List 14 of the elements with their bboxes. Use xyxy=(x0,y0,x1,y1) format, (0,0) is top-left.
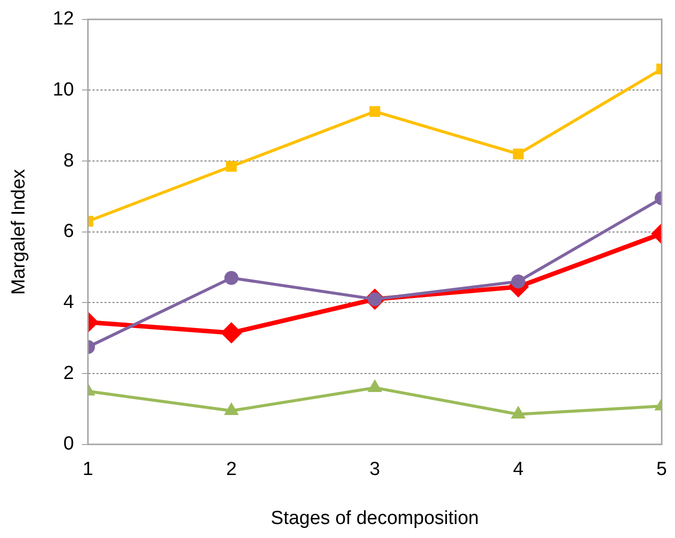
y-tick-label: 2 xyxy=(63,362,74,384)
x-tick-label: 5 xyxy=(656,459,668,480)
x-tick-label: 4 xyxy=(512,459,524,480)
y-tick-label: 12 xyxy=(52,8,74,30)
y-tick-label: 4 xyxy=(63,292,74,313)
x-tick-label: 1 xyxy=(82,459,94,480)
y-tick-label: 10 xyxy=(52,79,74,100)
y-tick-label: 0 xyxy=(63,434,74,455)
x-tick-label: 2 xyxy=(226,459,237,480)
y-tick-label: 8 xyxy=(63,150,74,172)
y-tick-label: 6 xyxy=(63,221,74,242)
x-tick-label: 3 xyxy=(370,459,380,480)
x-axis-title: Stages of decomposition xyxy=(270,508,479,529)
y-axis-title: Margalef Index xyxy=(8,168,30,295)
